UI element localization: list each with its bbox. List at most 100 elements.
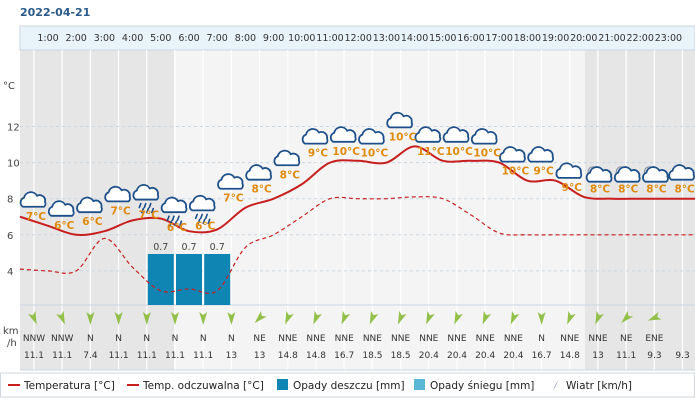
wind-arrow-icon xyxy=(482,310,492,325)
wind-speed: 11.1 xyxy=(109,351,129,361)
wind-arrow-icon xyxy=(595,310,604,325)
legend-item: Opady deszczu [mm] xyxy=(277,379,405,392)
wind-direction: NNE xyxy=(560,334,579,344)
wind-arrow-icon xyxy=(171,312,179,325)
wind-direction: N xyxy=(143,334,150,344)
hour-label: 13:00 xyxy=(373,33,400,44)
temperature-labels: 7°C6°C 6°C7°C 7°C6°C 6°C7°C8°C8°C9°C 10°C 10°… xyxy=(26,131,695,234)
temperature-label: 8°C xyxy=(646,184,667,196)
hour-label: 1:00 xyxy=(37,33,58,44)
legend-label: Temp. odczuwalna [°C] xyxy=(142,380,264,392)
night-band-evening xyxy=(585,50,695,370)
temperature-label: 8°C xyxy=(618,184,639,196)
hour-label: 14:00 xyxy=(401,33,428,44)
hour-label: 3:00 xyxy=(94,33,115,44)
legend-item: Wiatr [km/h] xyxy=(553,379,632,392)
wind-arrow-icon xyxy=(56,310,65,325)
weather-icons xyxy=(19,111,695,226)
rain-cloud-icon xyxy=(188,194,216,225)
rain-bars: 0.7 0.7 0.7 xyxy=(147,242,231,305)
wind-speed: 20.4 xyxy=(503,351,523,361)
legend-box-swatch xyxy=(277,379,288,390)
wind-direction: NNE xyxy=(419,334,438,344)
temperature-label: 9°C xyxy=(533,166,554,178)
wind-direction: NNW xyxy=(51,334,73,344)
temperature-label: 8°C xyxy=(590,184,611,196)
cloud-icon xyxy=(414,126,442,143)
rain-bar xyxy=(176,254,202,305)
wind-speed: 18.5 xyxy=(391,351,411,361)
legend-box-swatch xyxy=(414,379,425,390)
wind-arrow-icon xyxy=(341,310,351,325)
wind-direction: NE xyxy=(253,334,266,344)
hour-label: 21:00 xyxy=(598,33,625,44)
wind-arrow-icon xyxy=(647,312,662,321)
legend-label: Temperatura [°C] xyxy=(23,380,115,392)
cloud-icon xyxy=(76,196,103,214)
temperature-label: 7°C xyxy=(26,211,47,223)
wind-speed: 20.4 xyxy=(475,351,495,361)
cloud-icon xyxy=(245,164,272,181)
temperature-label: 6°C xyxy=(82,216,103,228)
rain-bar-label: 0.7 xyxy=(153,242,168,253)
wind-direction: N xyxy=(228,334,235,344)
wind-speed: 16.7 xyxy=(334,351,354,361)
wind-arrow-icon xyxy=(199,312,208,325)
wind-speed: 13 xyxy=(254,351,265,361)
hour-label: 16:00 xyxy=(457,33,484,44)
date-label: 2022-04-21 xyxy=(20,6,90,19)
wind-speed: 11.1 xyxy=(137,351,157,361)
cloud-icon xyxy=(527,146,554,163)
wind-speed: 9.3 xyxy=(675,351,689,361)
y-tick-label: 8 xyxy=(7,195,13,206)
wind-arrow-icon xyxy=(454,310,463,325)
wind-speed: 18.5 xyxy=(362,351,382,361)
wind-arrow-icon xyxy=(397,310,407,325)
y-tick-label: 6 xyxy=(7,231,13,242)
wind-arrow-icon xyxy=(313,310,322,325)
header-bar xyxy=(19,25,695,51)
hour-label: 5:00 xyxy=(150,33,171,44)
temperature-label: 6°C xyxy=(54,220,75,232)
wind-speed: 7.4 xyxy=(83,351,98,361)
temperature-label: 10°C xyxy=(473,148,501,160)
temperature-label: 8°C xyxy=(280,169,301,181)
hour-label: 6:00 xyxy=(178,33,199,44)
hour-label: 22:00 xyxy=(627,33,654,44)
hour-label: 17:00 xyxy=(486,33,513,44)
cloud-icon xyxy=(499,146,526,163)
temperature-line xyxy=(19,145,695,237)
wind-speed: 14.8 xyxy=(560,351,580,361)
temperature-label: 7°C xyxy=(223,193,244,205)
wind-speed: 11.1 xyxy=(52,351,72,361)
wind-speed: 11.1 xyxy=(24,351,44,361)
wind-speed: 14.8 xyxy=(306,351,326,361)
legend-label: Wiatr [km/h] xyxy=(566,380,632,392)
wind-unit-km: km xyxy=(3,326,19,337)
hour-label: 10:00 xyxy=(288,33,315,44)
hour-label: 8:00 xyxy=(235,33,256,44)
hour-label: 20:00 xyxy=(570,33,597,44)
wind-direction: N xyxy=(200,334,207,344)
wind-direction: ENE xyxy=(645,334,663,344)
y-axis-unit: °C xyxy=(3,81,15,92)
wind-arrow-icon xyxy=(254,310,267,323)
wind-direction: NNE xyxy=(363,334,382,344)
wind-arrow-icon xyxy=(426,310,435,325)
cloud-icon xyxy=(273,149,301,167)
wind-speed: 20.4 xyxy=(447,351,467,361)
wind-legend-icon xyxy=(553,379,559,391)
wind-direction: NNW xyxy=(23,334,45,344)
temperature-label: 9°C xyxy=(562,182,583,194)
rain-bar-label: 0.7 xyxy=(181,242,196,253)
cloud-icon xyxy=(470,128,498,145)
cloud-icon xyxy=(301,128,329,145)
y-tick-label: 4 xyxy=(7,267,13,278)
temperature-lines xyxy=(19,145,695,294)
hour-label: 19:00 xyxy=(542,33,569,44)
wind-unit-h: /h xyxy=(7,338,17,349)
wind-direction: NNE xyxy=(391,334,410,344)
y-tick-label: 10 xyxy=(7,159,20,170)
wind-speed: 20.4 xyxy=(419,351,439,361)
